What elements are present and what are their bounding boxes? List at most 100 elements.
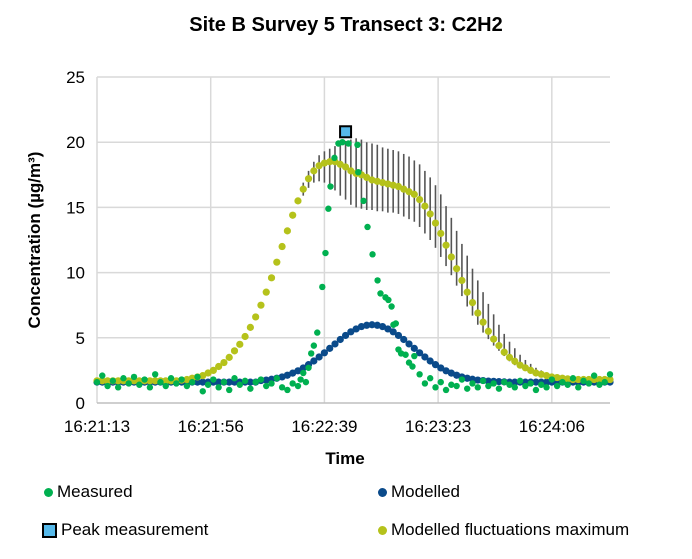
measured-point: [360, 197, 367, 205]
fluctuations-max-point: [252, 313, 260, 321]
measured-point: [409, 363, 416, 370]
fluctuations-max-point: [505, 353, 514, 361]
modelled-point: [511, 378, 519, 386]
measured-point: [278, 384, 286, 391]
measured-point: [319, 283, 326, 291]
x-tick-label: 16:22:39: [291, 417, 357, 436]
fluctuations-max-point: [447, 253, 455, 261]
measured-point: [388, 303, 395, 310]
measured-point: [284, 386, 291, 394]
modelled-point: [405, 340, 413, 348]
x-axis-label: Time: [325, 449, 365, 468]
measured-point: [194, 373, 201, 381]
measured-point: [310, 342, 318, 349]
fluctuations-max-point: [553, 373, 561, 382]
fluctuations-max-point: [341, 163, 350, 171]
fluctuations-max-point: [103, 377, 112, 385]
measured-point: [580, 377, 587, 385]
fluctuations-max-point: [209, 366, 217, 374]
modelled-point: [384, 325, 392, 333]
fluctuations-max-point: [500, 348, 508, 356]
fluctuations-max-point: [220, 358, 228, 367]
modelled-point: [416, 349, 424, 357]
measured-point: [99, 372, 106, 379]
fluctuations-max-point: [304, 175, 313, 183]
modelled-point: [421, 353, 429, 361]
modelled-point: [336, 335, 344, 344]
measured-point: [527, 380, 534, 387]
fluctuations-max-point: [511, 357, 519, 365]
legend-label: Measured: [57, 482, 133, 501]
measured-point: [345, 140, 352, 147]
measured-point: [516, 377, 524, 385]
legend-measured: Measured: [44, 482, 133, 502]
fluctuations-max-point: [262, 288, 270, 296]
modelled-point: [294, 367, 302, 375]
measured-marker-icon: [44, 487, 53, 497]
legend-label: Modelled fluctuations maximum: [391, 520, 630, 539]
measured-point: [268, 380, 275, 387]
measured-point: [421, 380, 429, 387]
modelled-point: [426, 357, 434, 365]
measured-point: [141, 376, 148, 383]
fluctuations-max-point: [283, 227, 291, 235]
fluctuations-max-point: [257, 301, 265, 309]
measured-point: [538, 381, 545, 388]
measured-point: [474, 384, 481, 391]
measured-point: [183, 382, 191, 390]
measured-point: [114, 384, 122, 391]
measured-point: [442, 386, 450, 394]
modelled-point: [262, 376, 270, 384]
fluctuations-max-point: [410, 190, 418, 198]
fluctuations-max-point: [606, 375, 614, 384]
measured-point: [120, 375, 127, 382]
measured-point: [252, 378, 259, 386]
modelled-point: [400, 335, 408, 344]
measured-point: [485, 382, 492, 390]
measured-point: [590, 372, 598, 379]
modelled-point: [410, 344, 418, 352]
measured-point: [596, 381, 603, 388]
fluctuations-max-point: [416, 195, 424, 204]
measured-point: [575, 384, 582, 391]
measured-point: [479, 377, 487, 385]
x-tick-label: 16:21:56: [178, 417, 244, 436]
y-tick-label: 10: [66, 264, 85, 283]
measured-point: [416, 371, 423, 378]
legend-peak: Peak measurement: [42, 520, 208, 540]
fluctuations-max-point: [468, 298, 477, 307]
measured-point: [226, 386, 233, 394]
modelled-point: [193, 378, 202, 386]
legend-label: Modelled: [391, 482, 460, 501]
measured-point: [355, 168, 362, 176]
fluctuations-max-point: [479, 318, 487, 326]
x-tick-label: 16:24:06: [519, 417, 585, 436]
fluctuations-max-point: [458, 276, 466, 285]
measured-point: [601, 378, 608, 386]
measured-point: [302, 378, 310, 386]
measured-point: [377, 290, 384, 297]
modelled-marker-icon: [378, 487, 387, 497]
modelled-point: [215, 378, 223, 386]
measured-point: [178, 376, 185, 383]
x-tick-label: 16:23:23: [405, 417, 471, 436]
measured-point: [162, 382, 169, 390]
fluctuations-max-point: [564, 375, 572, 383]
fluctuations-max-point: [437, 229, 445, 238]
measured-point: [437, 378, 444, 386]
measured-point: [307, 350, 315, 357]
y-tick-label: 0: [76, 394, 85, 413]
fluctuations-max-point: [484, 327, 492, 335]
fluctuations-max-point: [289, 211, 297, 219]
measured-point: [167, 375, 175, 382]
fluctuations-max-point: [241, 332, 249, 341]
modelled-point: [326, 344, 334, 352]
fluctuations-max-point: [442, 241, 450, 249]
measured-point: [339, 139, 346, 146]
modelled-point: [225, 378, 233, 386]
modelled-point: [394, 331, 403, 340]
measured-point: [411, 352, 418, 360]
fluctuations-max-point: [98, 377, 106, 385]
measured-point: [247, 385, 254, 392]
modelled-point: [315, 353, 323, 361]
